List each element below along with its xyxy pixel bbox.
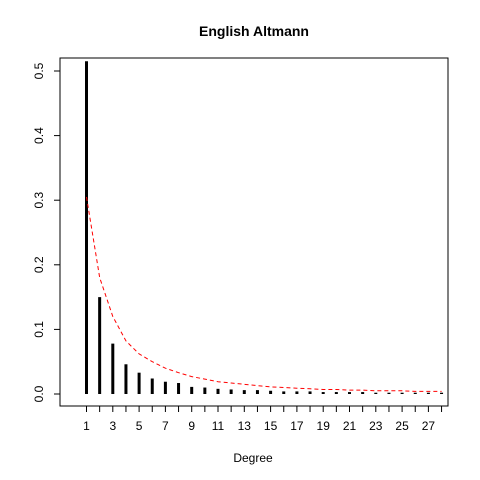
- y-tick-label-0.3: 0.3: [32, 192, 46, 209]
- fitted-curve: [86, 196, 442, 392]
- x-tick-label-23: 23: [369, 419, 383, 433]
- y-axis: 0.0 0.1 0.2 0.3 0.4 0.5: [32, 62, 61, 402]
- bar-series: [85, 61, 444, 394]
- plot-frame: [59, 57, 449, 407]
- x-tick-label-15: 15: [264, 419, 278, 433]
- y-tick-label-0.2: 0.2: [32, 256, 46, 273]
- y-tick-label-0.1: 0.1: [32, 321, 46, 338]
- y-tick-label-0.4: 0.4: [32, 127, 46, 144]
- x-tick-label-19: 19: [317, 419, 331, 433]
- x-tick-label-7: 7: [162, 419, 169, 433]
- x-axis-title: Degree: [233, 451, 273, 465]
- y-tick-label-0.0: 0.0: [32, 385, 46, 402]
- x-axis: 1 3 5 7 9 11 13 15 17 19 21 23 25 27: [83, 405, 448, 433]
- x-tick-label-3: 3: [109, 419, 116, 433]
- x-tick-label-1: 1: [83, 419, 90, 433]
- x-tick-label-27: 27: [422, 419, 436, 433]
- x-tick-label-9: 9: [188, 419, 195, 433]
- x-tick-label-11: 11: [212, 419, 225, 433]
- x-tick-label-17: 17: [290, 419, 304, 433]
- chart-title: English Altmann: [199, 23, 309, 39]
- x-tick-label-25: 25: [395, 419, 409, 433]
- x-tick-label-5: 5: [136, 419, 143, 433]
- x-tick-label-21: 21: [343, 419, 357, 433]
- x-tick-label-13: 13: [238, 419, 252, 433]
- y-tick-label-0.5: 0.5: [32, 62, 46, 79]
